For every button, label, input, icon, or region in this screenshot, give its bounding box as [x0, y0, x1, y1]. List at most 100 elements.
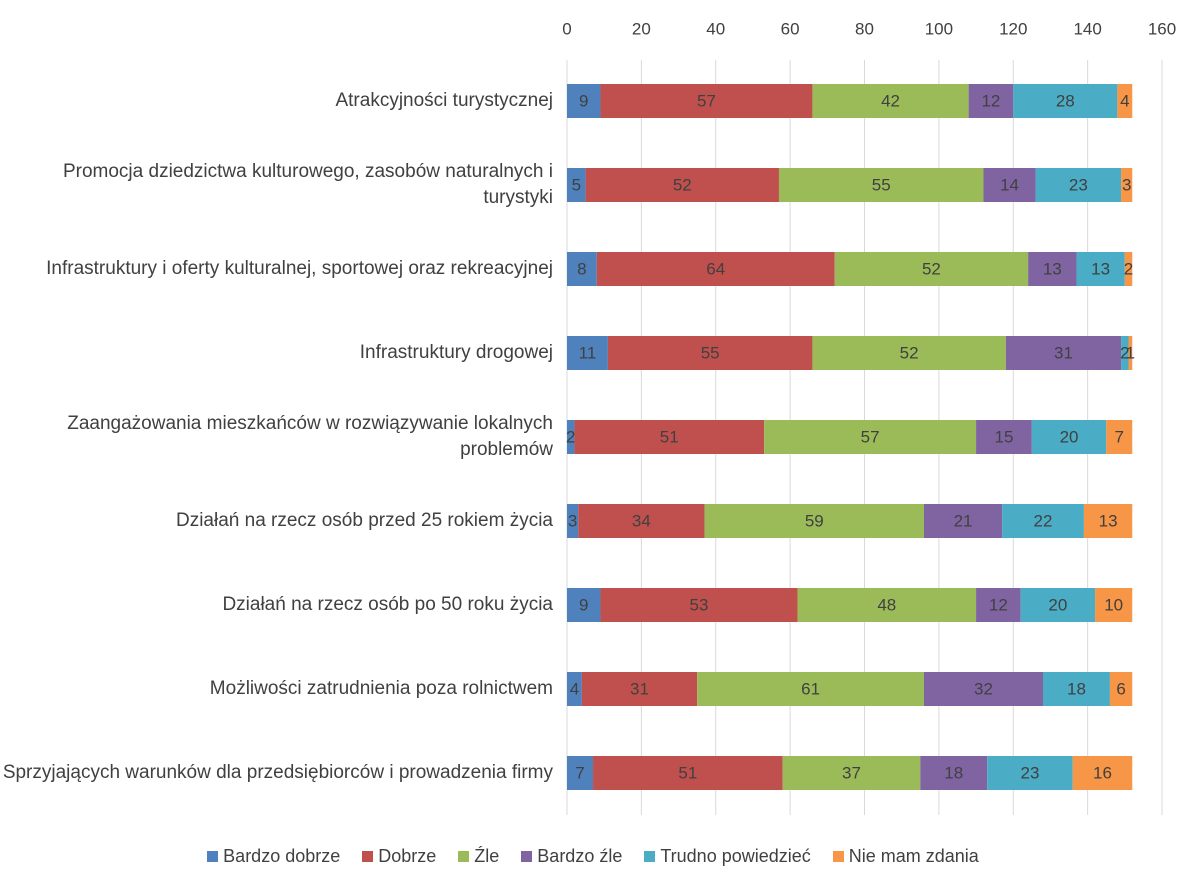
bar-segment — [704, 504, 924, 538]
data-label: 55 — [701, 343, 720, 362]
legend-label: Bardzo dobrze — [223, 846, 341, 866]
data-label: 23 — [1069, 175, 1088, 194]
bar-segment — [567, 672, 582, 706]
bar-segment — [1002, 504, 1084, 538]
bar-segment — [585, 168, 779, 202]
bar-segment — [1121, 168, 1133, 202]
bar-segment — [1117, 84, 1133, 118]
data-label: 57 — [697, 91, 716, 110]
bar-segment — [976, 420, 1032, 454]
bar-segment — [567, 336, 608, 370]
data-label: 20 — [1060, 427, 1079, 446]
legend-item: Trudno powiedzieć — [644, 846, 811, 867]
data-label: 22 — [1034, 511, 1053, 530]
legend-item: Bardzo źle — [521, 846, 622, 867]
data-label: 55 — [872, 175, 891, 194]
bar-segment — [1013, 84, 1118, 118]
legend-label: Bardzo źle — [537, 846, 623, 866]
bar-segment — [567, 504, 579, 538]
bar-segment — [968, 84, 1014, 118]
data-label: 28 — [1056, 91, 1075, 110]
bar-segment — [1072, 756, 1133, 790]
data-label: 13 — [1099, 511, 1118, 530]
legend-item: Nie mam zdania — [832, 846, 979, 867]
bar-segment — [596, 252, 835, 286]
bar-segment — [1020, 588, 1096, 622]
bar-segment — [600, 588, 798, 622]
bar-segment — [1031, 420, 1107, 454]
bar-segment — [567, 252, 597, 286]
data-label: 48 — [877, 595, 896, 614]
data-label: 11 — [579, 343, 597, 362]
bar-segment — [778, 168, 984, 202]
data-label: 9 — [579, 595, 588, 614]
bar-segment — [782, 756, 921, 790]
data-label: 59 — [805, 511, 824, 530]
bar-segment — [812, 336, 1006, 370]
legend-item: Źle — [458, 846, 499, 867]
legend-item: Bardzo dobrze — [207, 846, 340, 867]
bar-segment — [567, 756, 594, 790]
data-label: 64 — [706, 259, 725, 278]
bar-segment — [924, 504, 1003, 538]
category-label: Działań na rzecz osób po 50 roku życia — [222, 594, 553, 615]
data-label: 14 — [1000, 175, 1019, 194]
bar-segment — [581, 672, 698, 706]
bar-segment — [1128, 336, 1133, 370]
data-label: 4 — [1120, 91, 1129, 110]
bar-segment — [1106, 420, 1133, 454]
bar-segment — [578, 504, 705, 538]
data-label: 15 — [994, 427, 1013, 446]
data-label: 20 — [1048, 595, 1067, 614]
bar-segment — [797, 588, 977, 622]
category-label: Atrakcyjności turystycznej — [335, 90, 553, 111]
data-label: 6 — [1116, 679, 1125, 698]
bar-segment — [983, 168, 1036, 202]
x-tick-label: 20 — [632, 19, 651, 38]
legend-label: Źle — [474, 846, 500, 866]
category-label: Sprzyjających warunków dla przedsiębiorc… — [2, 762, 553, 783]
data-label: 61 — [801, 679, 820, 698]
data-label: 52 — [900, 343, 919, 362]
data-label: 42 — [881, 91, 900, 110]
legend-label: Nie mam zdania — [848, 846, 979, 866]
bar-segment — [567, 588, 601, 622]
bar-segment — [764, 420, 977, 454]
bar-segment — [1109, 672, 1133, 706]
bar-segment — [1076, 252, 1125, 286]
bar-segment — [567, 420, 575, 454]
data-label: 7 — [575, 763, 584, 782]
bar-segment — [567, 84, 601, 118]
bar-segment — [607, 336, 813, 370]
category-label: Zaangażowania mieszkańców w rozwiązywani… — [67, 413, 553, 460]
x-tick-label: 160 — [1148, 19, 1176, 38]
x-tick-label: 100 — [925, 19, 953, 38]
data-label: 52 — [922, 259, 941, 278]
bar-segment — [574, 420, 765, 454]
data-label: 57 — [861, 427, 880, 446]
data-label: 18 — [1067, 679, 1086, 698]
legend-item: Dobrze — [362, 846, 436, 867]
data-label: 23 — [1021, 763, 1040, 782]
x-tick-label: 120 — [999, 19, 1027, 38]
bar-segment — [1095, 588, 1133, 622]
bar-segment — [987, 756, 1073, 790]
data-label: 13 — [1091, 259, 1110, 278]
bar-segment — [920, 756, 988, 790]
data-label: 3 — [1122, 175, 1131, 194]
data-label: 32 — [974, 679, 993, 698]
legend: Bardzo dobrze Dobrze Źle Bardzo źle Trudno p… — [0, 846, 1186, 867]
bar-segment — [600, 84, 813, 118]
data-label: 8 — [577, 259, 586, 278]
data-label: 2 — [1124, 259, 1133, 278]
bar-segment — [567, 168, 586, 202]
bar-segment — [834, 252, 1029, 286]
data-label: 31 — [630, 679, 649, 698]
bar-segment — [1005, 336, 1122, 370]
data-label: 12 — [981, 91, 1000, 110]
legend-swatch — [832, 851, 844, 862]
data-label: 37 — [842, 763, 861, 782]
data-label: 21 — [954, 511, 973, 530]
data-label: 12 — [989, 595, 1008, 614]
data-label: 31 — [1054, 343, 1073, 362]
